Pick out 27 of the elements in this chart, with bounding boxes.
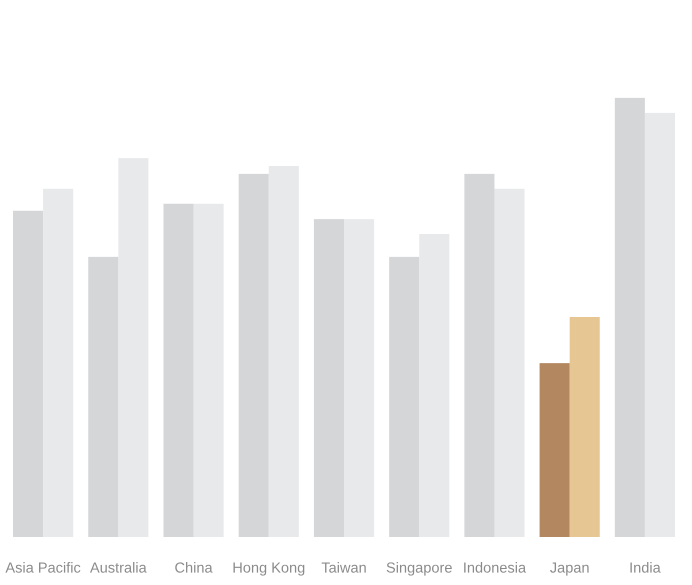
x-tick-label: China	[175, 562, 213, 573]
x-tick-label: Indonesia	[464, 562, 526, 573]
bar	[540, 363, 570, 537]
bar	[419, 234, 450, 537]
x-tick-label: Australia	[90, 562, 147, 573]
bar	[238, 174, 269, 537]
bar	[570, 317, 600, 537]
bar	[88, 256, 118, 537]
x-tick-label: India	[630, 562, 661, 573]
x-tick-label: Hong Kong	[233, 562, 304, 576]
bar	[314, 219, 344, 537]
x-tick-label: Singapore	[386, 562, 452, 576]
bar	[194, 204, 224, 537]
bar	[344, 219, 374, 537]
bar	[118, 158, 148, 537]
bar	[13, 210, 44, 537]
x-tick-label: Japan	[550, 562, 589, 576]
bar	[644, 112, 675, 537]
bar	[494, 188, 525, 537]
bar	[464, 174, 494, 537]
x-tick-label: Asia Pacific	[5, 562, 80, 573]
bar	[389, 256, 420, 537]
bar	[43, 188, 74, 537]
bar	[268, 166, 299, 537]
bar	[163, 204, 194, 537]
x-tick-label: Taiwan	[322, 562, 366, 573]
bar	[614, 98, 645, 537]
